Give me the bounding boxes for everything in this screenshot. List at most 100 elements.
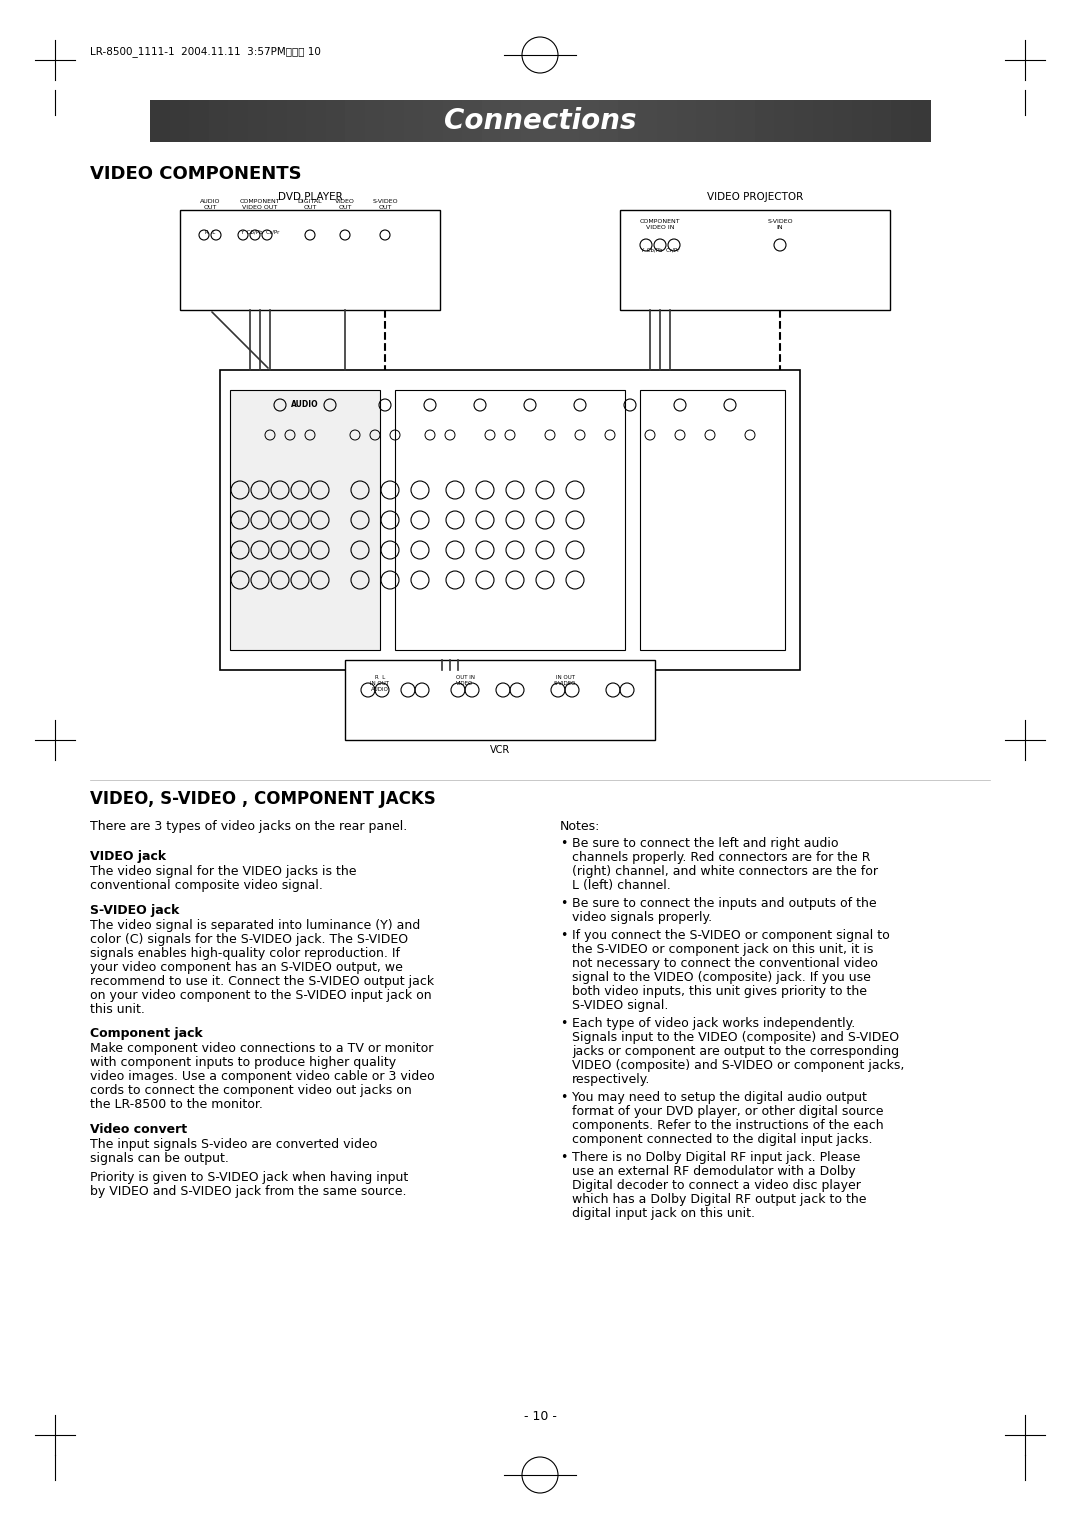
Text: by VIDEO and S-VIDEO jack from the same source.: by VIDEO and S-VIDEO jack from the same … <box>90 1186 406 1198</box>
Text: digital input jack on this unit.: digital input jack on this unit. <box>572 1207 755 1219</box>
Text: with component inputs to produce higher quality: with component inputs to produce higher … <box>90 1056 396 1070</box>
Text: •: • <box>561 1091 567 1105</box>
FancyBboxPatch shape <box>150 99 930 142</box>
Text: Y  Cb/Pb  Cr/Pr: Y Cb/Pb Cr/Pr <box>640 248 679 254</box>
Text: OUT IN
VIDEO: OUT IN VIDEO <box>456 675 474 686</box>
Text: both video inputs, this unit gives priority to the: both video inputs, this unit gives prior… <box>572 986 867 998</box>
Bar <box>230 390 380 649</box>
Text: The input signals S-video are converted video: The input signals S-video are converted … <box>90 1138 377 1151</box>
Bar <box>872 99 892 142</box>
Bar <box>501 99 522 142</box>
Text: IN OUT
S-VIDEO: IN OUT S-VIDEO <box>554 675 577 686</box>
Bar <box>696 99 716 142</box>
Text: not necessary to connect the conventional video: not necessary to connect the conventiona… <box>572 957 878 970</box>
Text: COMPONENT
VIDEO IN: COMPONENT VIDEO IN <box>639 219 680 231</box>
Text: •: • <box>561 837 567 850</box>
Text: The video signal for the VIDEO jacks is the: The video signal for the VIDEO jacks is … <box>90 865 356 879</box>
Text: R  L: R L <box>205 231 215 235</box>
Bar <box>852 99 873 142</box>
Text: video signals properly.: video signals properly. <box>572 911 712 924</box>
Bar <box>286 99 307 142</box>
Text: Digital decoder to connect a video disc player: Digital decoder to connect a video disc … <box>572 1180 861 1192</box>
Bar <box>384 99 405 142</box>
Text: DIGITAL
OUT: DIGITAL OUT <box>298 199 322 209</box>
Text: COMPONENT
VIDEO OUT: COMPONENT VIDEO OUT <box>240 199 281 209</box>
Text: •: • <box>561 1018 567 1030</box>
Text: Be sure to connect the left and right audio: Be sure to connect the left and right au… <box>572 837 838 850</box>
Text: If you connect the S-VIDEO or component signal to: If you connect the S-VIDEO or component … <box>572 929 890 941</box>
Text: S-VIDEO signal.: S-VIDEO signal. <box>572 999 669 1012</box>
Bar <box>345 660 654 740</box>
Text: use an external RF demodulator with a Dolby: use an external RF demodulator with a Do… <box>572 1164 855 1178</box>
Text: L (left) channel.: L (left) channel. <box>572 879 671 892</box>
Text: VIDEO (composite) and S-VIDEO or component jacks,: VIDEO (composite) and S-VIDEO or compone… <box>572 1059 904 1073</box>
Text: cords to connect the component video out jacks on: cords to connect the component video out… <box>90 1085 411 1097</box>
Text: DVD PLAYER: DVD PLAYER <box>278 193 342 202</box>
Bar <box>423 99 444 142</box>
Text: format of your DVD player, or other digital source: format of your DVD player, or other digi… <box>572 1105 883 1118</box>
Bar <box>598 99 619 142</box>
Text: •: • <box>561 897 567 911</box>
Text: signals enables high-quality color reproduction. If: signals enables high-quality color repro… <box>90 947 400 960</box>
Text: There are 3 types of video jacks on the rear panel.: There are 3 types of video jacks on the … <box>90 821 407 833</box>
Bar <box>755 99 775 142</box>
Bar <box>559 99 580 142</box>
Text: S-VIDEO jack: S-VIDEO jack <box>90 903 179 917</box>
Text: recommend to use it. Connect the S-VIDEO output jack: recommend to use it. Connect the S-VIDEO… <box>90 975 434 987</box>
Text: Be sure to connect the inputs and outputs of the: Be sure to connect the inputs and output… <box>572 897 877 911</box>
Text: the S-VIDEO or component jack on this unit, it is: the S-VIDEO or component jack on this un… <box>572 943 874 957</box>
Text: signal to the VIDEO (composite) jack. If you use: signal to the VIDEO (composite) jack. If… <box>572 970 870 984</box>
Bar <box>267 99 287 142</box>
Text: Signals input to the VIDEO (composite) and S-VIDEO: Signals input to the VIDEO (composite) a… <box>572 1031 900 1044</box>
Text: AUDIO
OUT: AUDIO OUT <box>200 199 220 209</box>
Bar <box>735 99 756 142</box>
Text: - 10 -: - 10 - <box>524 1410 556 1423</box>
Text: VIDEO
OUT: VIDEO OUT <box>335 199 355 209</box>
Text: Priority is given to S-VIDEO jack when having input: Priority is given to S-VIDEO jack when h… <box>90 1172 408 1184</box>
Text: this unit.: this unit. <box>90 1002 145 1016</box>
Text: Connections: Connections <box>444 107 636 134</box>
Text: conventional composite video signal.: conventional composite video signal. <box>90 879 323 892</box>
Bar <box>618 99 638 142</box>
Text: (right) channel, and white connectors are the for: (right) channel, and white connectors ar… <box>572 865 878 879</box>
Text: on your video component to the S-VIDEO input jack on: on your video component to the S-VIDEO i… <box>90 989 432 1001</box>
Text: VIDEO PROJECTOR: VIDEO PROJECTOR <box>707 193 804 202</box>
Bar <box>521 99 541 142</box>
Bar <box>247 99 268 142</box>
Bar <box>540 99 561 142</box>
Text: VIDEO, S-VIDEO , COMPONENT JACKS: VIDEO, S-VIDEO , COMPONENT JACKS <box>90 790 435 808</box>
Text: components. Refer to the instructions of the each: components. Refer to the instructions of… <box>572 1118 883 1132</box>
Bar <box>189 99 210 142</box>
Bar <box>657 99 677 142</box>
Bar <box>482 99 502 142</box>
Bar <box>443 99 463 142</box>
Text: jacks or component are output to the corresponding: jacks or component are output to the cor… <box>572 1045 900 1057</box>
Text: color (C) signals for the S-VIDEO jack. The S-VIDEO: color (C) signals for the S-VIDEO jack. … <box>90 932 408 946</box>
Bar <box>180 209 440 310</box>
Bar <box>228 99 248 142</box>
Text: Each type of video jack works independently.: Each type of video jack works independen… <box>572 1018 855 1030</box>
Text: You may need to setup the digital audio output: You may need to setup the digital audio … <box>572 1091 867 1105</box>
Bar <box>891 99 912 142</box>
Bar <box>404 99 424 142</box>
Bar <box>910 99 931 142</box>
Text: channels properly. Red connectors are for the R: channels properly. Red connectors are fo… <box>572 851 870 863</box>
Text: VIDEO COMPONENTS: VIDEO COMPONENTS <box>90 165 301 183</box>
Bar <box>813 99 834 142</box>
Bar <box>170 99 190 142</box>
Bar <box>833 99 853 142</box>
Bar <box>365 99 384 142</box>
Text: R  L
IN OUT
AUDIO: R L IN OUT AUDIO <box>370 675 390 692</box>
Text: component connected to the digital input jacks.: component connected to the digital input… <box>572 1132 873 1146</box>
Bar <box>208 99 229 142</box>
Text: VCR: VCR <box>490 746 510 755</box>
Text: LR-8500_1111-1  2004.11.11  3:57PM페이지 10: LR-8500_1111-1 2004.11.11 3:57PM페이지 10 <box>90 46 321 58</box>
Bar <box>395 390 625 649</box>
Bar <box>715 99 735 142</box>
Text: S-VIDEO
OUT: S-VIDEO OUT <box>373 199 397 209</box>
Bar <box>579 99 599 142</box>
Text: video images. Use a component video cable or 3 video: video images. Use a component video cabl… <box>90 1070 434 1083</box>
Text: AUDIO: AUDIO <box>292 400 319 410</box>
Bar <box>325 99 346 142</box>
Text: Video convert: Video convert <box>90 1123 187 1135</box>
